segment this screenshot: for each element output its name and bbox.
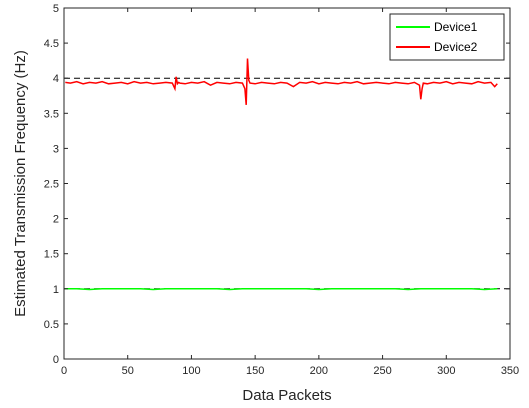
- x-axis-title: Data Packets: [242, 387, 331, 404]
- series-line-device1: [65, 288, 498, 291]
- y-tick-label: 0: [53, 354, 59, 366]
- series-layer: [65, 58, 498, 291]
- x-tick-label: 350: [501, 365, 519, 377]
- legend-box: [389, 13, 505, 61]
- x-axis: 0 50 100 150 200 250 300 350: [61, 8, 519, 377]
- y-axis-title: Estimated Transmission Frequency (Hz): [12, 50, 29, 317]
- x-tick-label: 250: [373, 365, 391, 377]
- x-tick-label: 200: [310, 365, 328, 377]
- legend-label-device1: Device1: [434, 20, 478, 34]
- y-axis: 0 0.5 1 1.5 2 2.5 3 3.5 4 4.5 5: [44, 3, 510, 366]
- series-line-device2: [65, 58, 498, 105]
- y-tick-label: 1: [53, 284, 59, 296]
- legend: Device1 Device2: [389, 13, 505, 61]
- y-tick-label: 3: [53, 143, 59, 155]
- y-tick-label: 1.5: [44, 249, 59, 261]
- y-tick-label: 2.5: [44, 179, 59, 191]
- y-tick-label: 3.5: [44, 108, 59, 120]
- y-tick-label: 4: [53, 73, 59, 85]
- y-tick-label: 2: [53, 214, 59, 226]
- y-tick-label: 5: [53, 3, 59, 15]
- x-tick-label: 100: [182, 365, 200, 377]
- x-tick-label: 300: [437, 365, 455, 377]
- x-tick-label: 150: [246, 365, 264, 377]
- y-tick-label: 0.5: [44, 319, 59, 331]
- x-tick-label: 0: [61, 365, 67, 377]
- y-tick-label: 4.5: [44, 38, 59, 50]
- legend-label-device2: Device2: [434, 40, 478, 54]
- plot-area: [64, 8, 510, 359]
- x-tick-label: 50: [122, 365, 134, 377]
